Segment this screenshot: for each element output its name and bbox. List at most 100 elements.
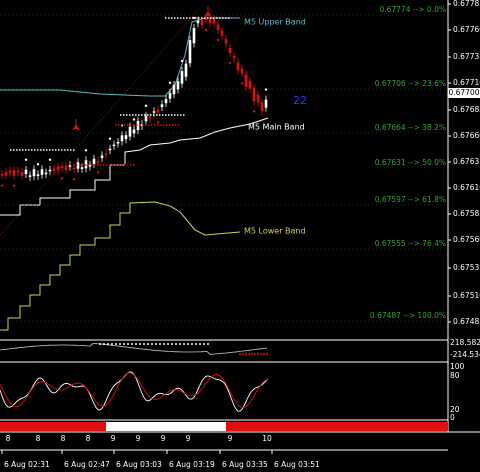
candle-body — [236, 62, 240, 71]
indicator-dot — [131, 343, 133, 345]
candle-body — [128, 126, 132, 137]
indicator-label: 218.5827 — [450, 338, 480, 347]
indicator-dot — [183, 343, 185, 345]
fib-label: 0.67487 --> 100.0% — [370, 311, 446, 320]
candle-body — [100, 155, 104, 158]
indicator-dot — [167, 343, 169, 345]
candle-body — [36, 174, 40, 177]
candle-body — [124, 135, 128, 140]
price-label: 0.67635 — [453, 157, 480, 166]
candle-body — [44, 172, 48, 175]
signal-dot — [156, 121, 160, 124]
candle-body — [216, 24, 220, 30]
candle-body — [80, 167, 84, 169]
candle-body — [136, 121, 140, 131]
signal-dot — [240, 82, 244, 85]
fib-label: 0.67774 --> 0.0% — [379, 5, 446, 14]
candle-body — [156, 109, 160, 113]
fib-label: 0.67706 --> 23.6% — [375, 79, 446, 88]
signal-dot — [48, 158, 52, 161]
candle-body — [8, 170, 12, 173]
indicator-dot — [119, 343, 121, 345]
candle-body — [228, 47, 232, 54]
time-label: 6 Aug 03:19 — [169, 460, 215, 469]
hour-label: 8 — [6, 434, 11, 443]
signal-dot — [216, 38, 220, 42]
candle-body — [112, 144, 116, 147]
signal-dot — [144, 104, 148, 108]
indicator-dot — [143, 343, 145, 345]
candle-body — [184, 63, 188, 77]
candle-body — [20, 172, 24, 176]
hour-label: 9 — [186, 434, 191, 443]
signal-dot — [0, 184, 4, 187]
indicator-label: 20 — [450, 405, 460, 414]
signal-dot — [36, 163, 40, 166]
indicator-dot — [139, 343, 141, 345]
signal-bar — [106, 422, 226, 431]
signal-dot — [252, 110, 256, 113]
price-label: 0.67685 — [453, 105, 480, 114]
fib-label: 0.67597 --> 61.8% — [375, 195, 446, 204]
indicator-label: 80 — [450, 371, 460, 380]
candle-body — [240, 68, 244, 74]
candle-body — [164, 99, 168, 104]
candle-body — [260, 102, 264, 111]
candle-body — [32, 169, 36, 177]
indicator-dot — [171, 343, 173, 345]
candle-body — [28, 175, 32, 177]
candle-body — [68, 165, 72, 167]
indicator-dot — [251, 353, 253, 355]
indicator-dot — [266, 353, 268, 355]
indicator-dot — [107, 343, 109, 345]
price-label: 0.67585 — [453, 209, 480, 218]
trend-line — [0, 7, 201, 236]
signal-dot — [12, 184, 16, 188]
candle-body — [64, 166, 68, 170]
candle-body — [72, 167, 76, 170]
indicator-dot — [159, 343, 161, 345]
price-label: 0.67735 — [453, 52, 480, 61]
candle-body — [192, 27, 196, 44]
candle-body — [12, 170, 16, 176]
candle-body — [48, 169, 52, 172]
indicator-dot — [127, 343, 129, 345]
indicator-dot — [123, 343, 125, 345]
indicator-dot — [115, 343, 117, 345]
indicator-dot — [103, 343, 105, 345]
signal-dot — [60, 177, 64, 180]
indicator-dot — [263, 353, 265, 355]
candle-body — [76, 162, 80, 169]
candle-body — [92, 158, 96, 164]
candle-body — [188, 40, 192, 64]
signal-dot — [108, 137, 112, 140]
signal-dot — [24, 158, 28, 161]
signal-dot — [96, 171, 100, 174]
fib-label: 0.67631 --> 50.0% — [375, 158, 446, 167]
arrow — [72, 119, 80, 131]
candle-body — [168, 92, 172, 99]
time-label: 6 Aug 02:31 — [4, 460, 50, 469]
indicator-dot — [151, 343, 153, 345]
candle-body — [40, 169, 44, 175]
indicator-dot — [175, 343, 177, 345]
hour-label: 9 — [228, 434, 233, 443]
current-price-box — [448, 88, 480, 98]
candle-body — [52, 168, 56, 171]
indicator-dot — [163, 343, 165, 345]
indicator-dot — [245, 353, 247, 355]
signal-dot — [132, 118, 136, 121]
signal-dot — [168, 81, 172, 84]
signal-dot — [204, 28, 208, 32]
indicator-dot — [260, 353, 262, 355]
candle-body — [24, 169, 28, 174]
indicator-dot — [111, 343, 113, 345]
candle-body — [212, 18, 216, 24]
